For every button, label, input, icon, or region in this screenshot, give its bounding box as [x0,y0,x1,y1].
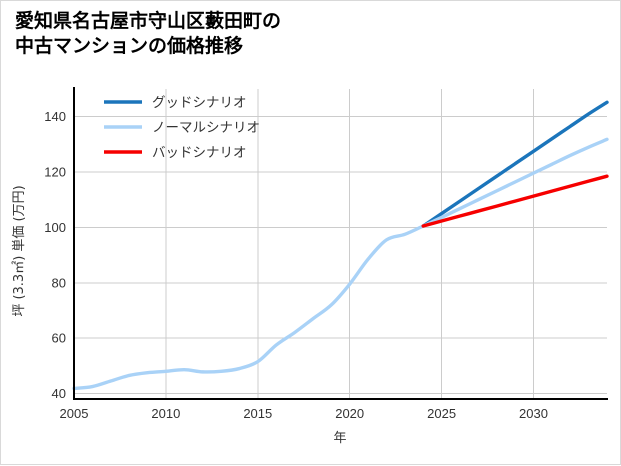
x-axis-title: 年 [333,431,346,446]
x-tick-label: 2030 [519,406,548,421]
chart-title: 愛知県名古屋市守山区藪田町の 中古マンションの価格推移 [15,9,605,59]
x-tick-label: 2010 [151,406,180,421]
legend-label-2: バッドシナリオ [152,145,247,161]
legend-label-1: ノーマルシナリオ [152,120,260,136]
y-axis-title: 坪 (3.3㎡) 単価 (万円) [11,185,27,316]
axis-lines [73,87,608,400]
x-tick-label: 2020 [335,406,364,421]
series-line-0 [421,100,609,228]
y-tick-label: 40 [52,386,66,401]
y-tick-label: 60 [52,331,66,346]
y-tick-label: 140 [44,109,66,124]
series-lines [72,100,609,391]
series-line-1 [72,137,609,391]
y-tick-label: 120 [44,165,66,180]
y-gridlines [74,116,607,394]
x-gridlines [165,89,534,399]
x-tick-label: 2025 [427,406,456,421]
x-tick-label: 2015 [243,406,272,421]
chart-title-text: 愛知県名古屋市守山区藪田町の 中古マンションの価格推移 [15,10,282,57]
y-tick-labels: 40 60 80 100 120 140 [44,109,66,401]
x-tick-labels: 2005 2010 2015 2020 2025 2030 [60,406,548,421]
series-line-2 [421,174,609,228]
legend-label-0: グッドシナリオ [152,95,247,111]
y-tick-label: 100 [44,220,66,235]
x-tick-label: 2005 [60,406,89,421]
y-tick-label: 80 [52,275,66,290]
